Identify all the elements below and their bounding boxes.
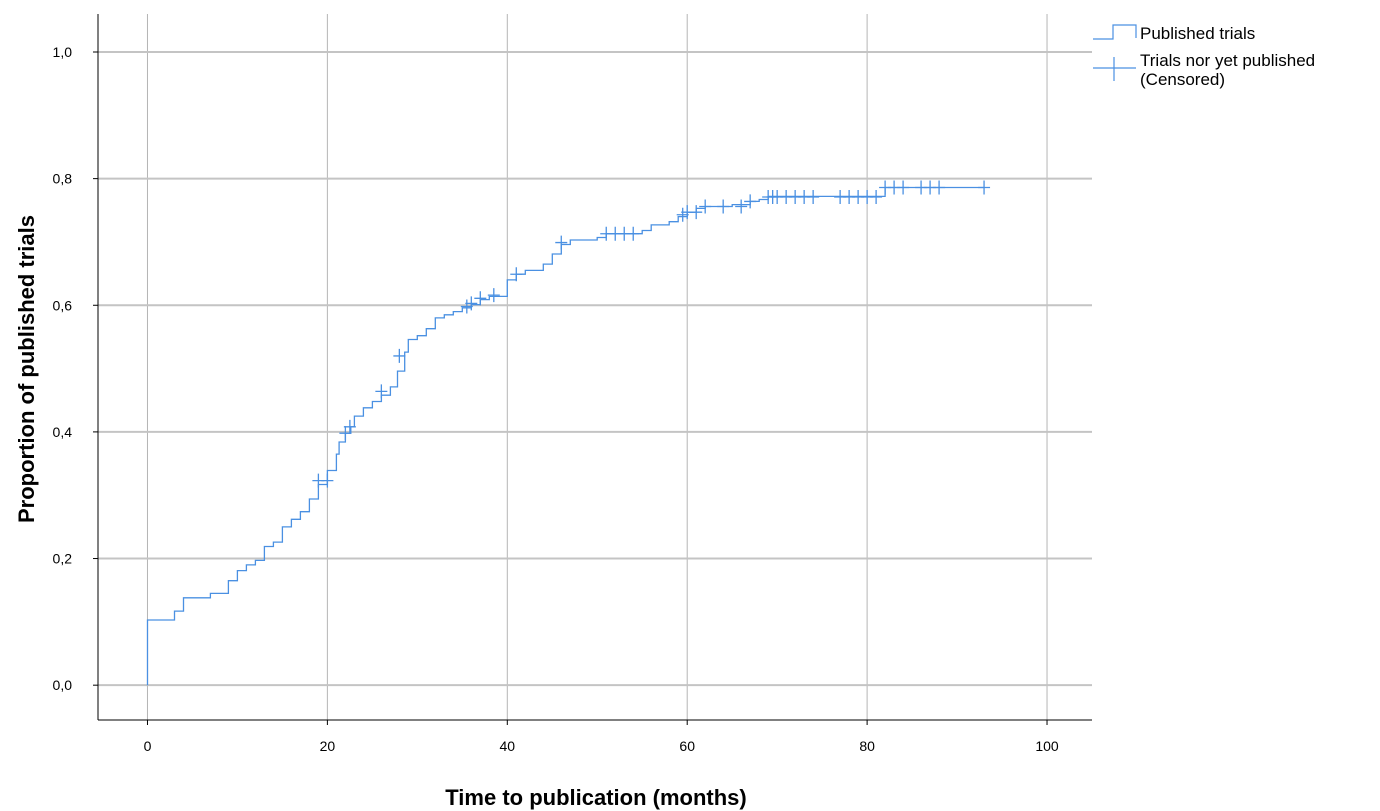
censor-mark [807,189,820,204]
censor-mark [474,291,487,306]
tick-labels: 0 20 40 60 80 100 0,0 0,2 0,4 0,6 0,8 1,0 [53,44,1059,754]
y-tick-label: 0,6 [53,297,73,313]
censor-mark [870,189,883,204]
gridlines [98,14,1092,720]
y-tick-label: 0,2 [53,551,73,567]
censor-mark [555,235,568,250]
censor-mark [690,205,703,220]
x-tick-label: 40 [500,738,516,754]
legend: Published trials Trials nor yet publishe… [1093,24,1315,89]
survival-step-curve [146,186,985,686]
x-axis-title: Time to publication (months) [445,785,746,810]
y-tick-label: 1,0 [53,44,73,60]
censor-mark [933,180,946,195]
censor-mark [321,473,334,488]
censor-mark [897,180,910,195]
x-tick-label: 20 [320,738,336,754]
censor-mark [343,419,356,434]
legend-step-icon [1093,24,1137,40]
y-axis-title: Proportion of published trials [14,215,39,523]
y-tick-label: 0,8 [53,171,73,187]
x-tick-label: 80 [859,738,875,754]
censor-mark [465,296,478,311]
legend-label-published: Published trials [1140,24,1255,43]
censor-mark [627,226,640,241]
legend-label-censored-line1: Trials nor yet published [1140,51,1315,70]
censor-mark [717,199,730,214]
censor-mark [393,348,406,363]
x-tick-label: 60 [679,738,695,754]
x-tick-label: 100 [1035,738,1059,754]
axes [97,14,1092,721]
censor-mark [487,288,500,303]
y-tick-label: 0,4 [53,424,73,440]
censor-mark [375,384,388,399]
x-tick-label: 0 [144,738,152,754]
censor-mark [699,199,712,214]
censor-mark [744,194,757,209]
censor-mark [735,199,748,214]
legend-label-censored-line2: (Censored) [1140,70,1225,89]
censor-mark [978,180,991,195]
series-layer [146,180,991,686]
censor-mark [510,267,523,282]
y-tick-label: 0,0 [53,677,73,693]
